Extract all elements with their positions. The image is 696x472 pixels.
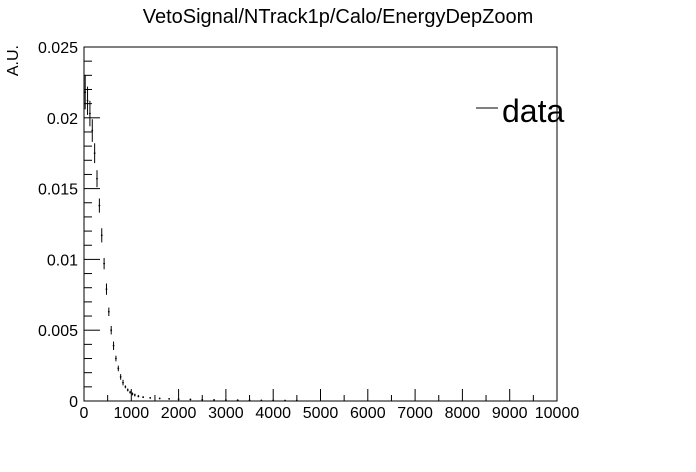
data-point [201, 398, 204, 401]
data-point [158, 397, 161, 400]
data-point [284, 399, 286, 402]
data-point [112, 344, 115, 347]
data-point [122, 381, 124, 384]
data-point [100, 234, 103, 237]
x-tick-label: 5000 [303, 405, 339, 422]
data-point [213, 398, 215, 401]
data-point [86, 99, 89, 102]
data-point [98, 204, 101, 207]
data-point [124, 385, 127, 388]
x-tick-label: 6000 [350, 405, 386, 422]
x-tick-label: 2000 [161, 405, 197, 422]
x-tick-label: 7000 [397, 405, 433, 422]
data-point [177, 398, 180, 401]
y-tick-label: 0.015 [38, 182, 78, 199]
data-series [84, 75, 298, 402]
data-point [248, 399, 251, 402]
data-point [149, 396, 152, 399]
y-tick-label: 0.005 [38, 323, 78, 340]
data-point [110, 329, 113, 332]
y-tick-label: 0.01 [47, 252, 78, 269]
plot-frame [83, 46, 558, 402]
data-point [189, 398, 192, 401]
data-point [119, 376, 122, 378]
x-tick-label: 10000 [535, 405, 580, 422]
y-axis-label: A.U. [5, 45, 22, 76]
data-point [133, 394, 136, 396]
y-tick-label: 0.02 [47, 111, 78, 128]
data-point [236, 399, 239, 402]
data-point [225, 399, 227, 401]
data-point [115, 357, 117, 360]
y-tick-label: 0 [69, 394, 78, 411]
data-point [142, 396, 145, 399]
legend-label: data [502, 93, 564, 129]
x-tick-label: 0 [80, 405, 89, 422]
data-point [272, 399, 275, 402]
data-point [93, 152, 96, 155]
x-tick-label: 1000 [114, 405, 150, 422]
x-tick-label: 9000 [492, 405, 528, 422]
data-point [117, 367, 120, 370]
data-point [89, 112, 91, 115]
chart-title: VetoSignal/NTrack1p/Calo/EnergyDepZoom [143, 6, 534, 28]
data-point [126, 389, 129, 391]
data-point [168, 397, 171, 400]
x-tick-label: 4000 [255, 405, 291, 422]
data-point [96, 177, 98, 180]
y-tick-label: 0.025 [38, 40, 78, 57]
data-point [129, 391, 132, 394]
y-axis: 0 0.005 0.01 0.015 0.02 0.025 [38, 40, 100, 411]
data-point [105, 288, 108, 291]
data-point [91, 129, 94, 132]
data-point [260, 399, 263, 402]
x-tick-label: 3000 [208, 405, 244, 422]
data-point [295, 399, 298, 402]
data-point [137, 395, 140, 398]
data-point [103, 262, 106, 265]
data-point [84, 91, 87, 94]
data-point [107, 310, 110, 313]
x-tick-label: 8000 [445, 405, 481, 422]
legend: data [476, 93, 564, 129]
data-point [131, 393, 134, 395]
x-axis: 0 1000 2000 3000 4000 5000 6000 7000 8000 9000 100… [80, 389, 580, 422]
